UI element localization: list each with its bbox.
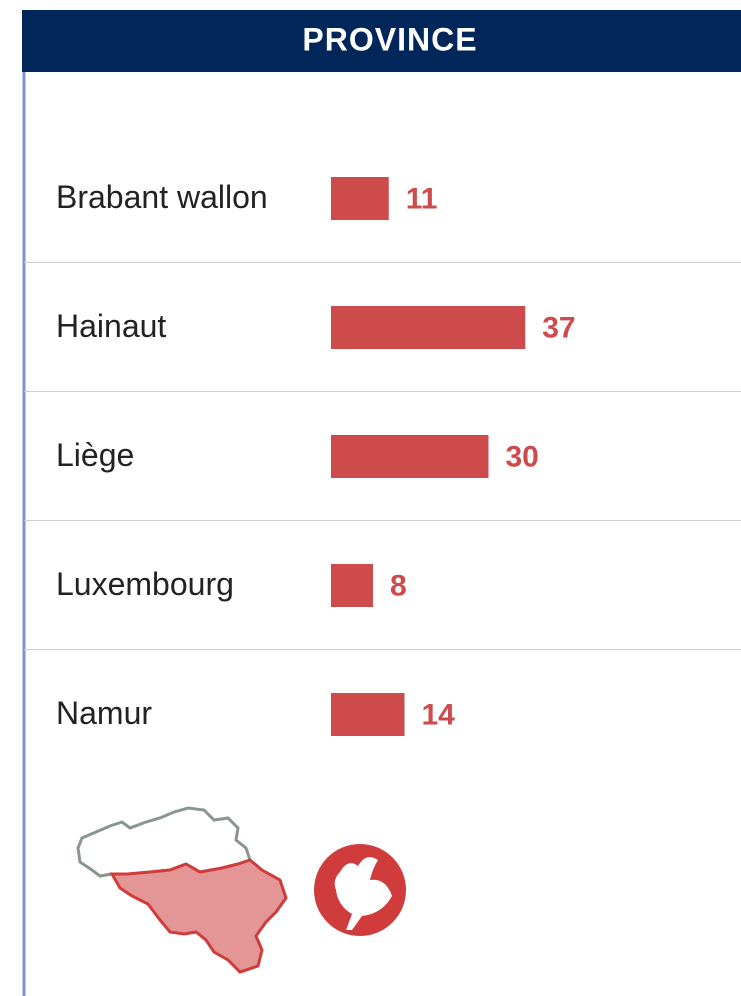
- flanders: [76, 806, 252, 878]
- rooster: [334, 857, 392, 930]
- bar: [331, 306, 526, 349]
- bar: [331, 564, 373, 607]
- value-label: 14: [422, 698, 456, 731]
- rooster-emblem: [314, 844, 406, 936]
- category-label: Luxembourg: [56, 566, 234, 602]
- header-bar: [22, 10, 741, 72]
- category-label: Namur: [56, 695, 152, 731]
- wallonia: [109, 858, 288, 974]
- category-label: Liège: [56, 437, 134, 473]
- value-label: 37: [542, 311, 575, 344]
- belgium-map: [76, 806, 288, 974]
- chart-title: PROVINCE: [302, 21, 477, 57]
- bar: [331, 435, 489, 478]
- category-label: Hainaut: [56, 308, 166, 344]
- value-label: 8: [390, 569, 407, 602]
- value-label: 30: [506, 440, 539, 473]
- category-label: Brabant wallon: [56, 179, 268, 215]
- bar: [331, 177, 389, 220]
- value-label: 11: [406, 182, 438, 215]
- bar: [331, 693, 405, 736]
